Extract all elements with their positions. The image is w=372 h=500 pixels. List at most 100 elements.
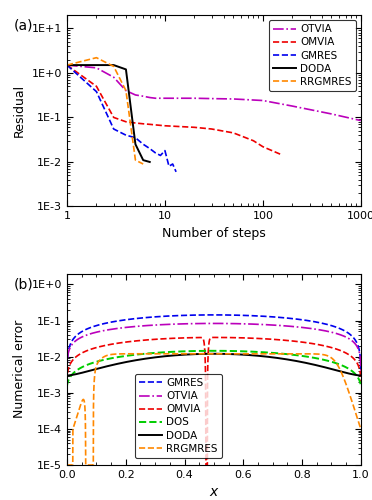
DOS [177,348,182,354]
OTVIA [141,93,145,99]
RRGMRES [118,351,122,357]
Line: RRGMRES: RRGMRES [67,354,361,465]
DODA [256,353,260,359]
Text: (a): (a) [14,19,33,33]
OMVIA [261,144,265,150]
DODA [65,372,69,378]
DOS [65,384,69,390]
DODA [212,351,216,357]
RRGMRES [215,351,219,357]
DOS [241,348,246,354]
X-axis label: $x$: $x$ [209,486,219,500]
RRGMRES [141,161,145,167]
DODA [284,356,289,362]
DODA [94,62,99,68]
OTVIA [65,372,69,378]
RRGMRES [284,351,289,357]
GMRES [212,312,216,318]
OTVIA [359,372,363,378]
Line: OTVIA: OTVIA [67,324,361,376]
OMVIA [124,119,128,125]
DOS [284,351,289,357]
DOS [118,354,122,360]
DODA [241,352,246,358]
OTVIA [359,118,363,124]
GMRES [118,318,122,324]
OMVIA [256,336,260,342]
OTVIA [148,94,152,100]
DODA [65,62,69,68]
OMVIA [284,338,289,344]
Line: DODA: DODA [67,65,150,162]
OMVIA [65,379,69,385]
RRGMRES [65,462,69,468]
Line: DODA: DODA [67,354,361,376]
Line: GMRES: GMRES [67,65,176,172]
DODA [133,142,138,148]
GMRES [112,126,116,132]
RRGMRES [177,351,182,357]
OMVIA [307,340,311,346]
OMVIA [163,123,167,129]
OTVIA [261,98,265,103]
Legend: GMRES, OTVIA, OMVIA, DOS, DODA, RRGMRES: GMRES, OTVIA, OMVIA, DOS, DODA, RRGMRES [135,374,222,458]
RRGMRES [133,157,138,163]
GMRES [163,148,167,154]
DODA [177,352,182,358]
GMRES [307,318,311,324]
DODA [112,62,116,68]
OTVIA [112,74,116,80]
OTVIA [212,320,216,326]
Line: GMRES: GMRES [67,315,361,376]
OMVIA [231,130,235,136]
GMRES [174,169,178,175]
OMVIA [203,462,208,468]
Text: (b): (b) [14,278,34,291]
X-axis label: Number of steps: Number of steps [162,227,266,240]
GMRES [153,150,158,156]
OTVIA [307,325,311,331]
OTVIA [256,322,260,328]
OTVIA [177,321,182,327]
OTVIA [231,96,235,102]
GMRES [158,152,163,158]
OMVIA [118,340,122,346]
RRGMRES [359,426,363,432]
Line: OMVIA: OMVIA [67,65,280,154]
RRGMRES [124,88,128,94]
DODA [359,372,363,378]
GMRES [124,132,128,138]
OTVIA [65,62,69,68]
GMRES [133,134,138,140]
OTVIA [133,92,138,98]
OMVIA [177,335,182,341]
GMRES [241,312,246,318]
GMRES [167,164,171,170]
DODA [148,159,152,165]
GMRES [177,312,182,318]
GMRES [65,372,69,378]
Line: DOS: DOS [67,351,361,386]
OTVIA [94,65,99,71]
OMVIA [148,122,152,128]
GMRES [141,142,145,148]
GMRES [148,146,152,152]
OTVIA [124,88,128,94]
RRGMRES [256,351,260,357]
OMVIA [278,151,282,157]
OMVIA [141,121,145,127]
OTVIA [163,95,167,101]
DODA [118,360,122,366]
OMVIA [209,126,214,132]
OTVIA [329,111,334,117]
OMVIA [112,114,116,120]
OMVIA [133,120,138,126]
Y-axis label: Numerical error: Numerical error [13,320,26,418]
GMRES [170,161,175,167]
OMVIA [192,124,197,130]
OMVIA [359,379,363,385]
RRGMRES [241,351,246,357]
GMRES [256,313,260,319]
OTVIA [192,95,197,101]
DOS [256,349,260,355]
